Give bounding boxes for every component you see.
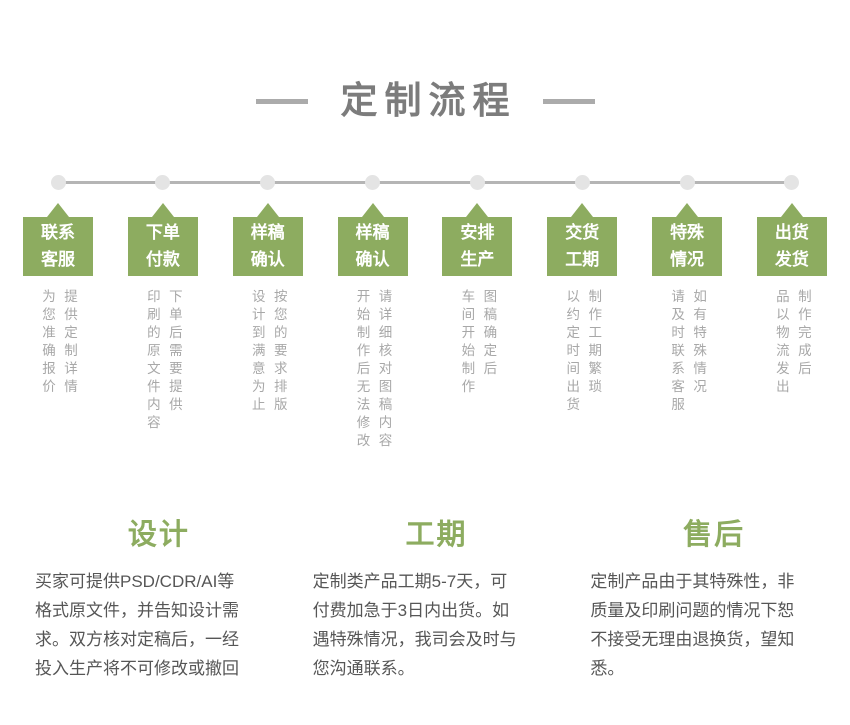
step-label: 安排 生产 <box>442 216 513 276</box>
info-leadtime-text: 定制类产品工期5-7天，可 付费加急于3日内出货。如 遇特殊情况，我司会及时与 … <box>312 571 517 679</box>
page-title: 定制流程 <box>340 80 517 121</box>
timeline-dot <box>469 174 485 190</box>
timeline-dot <box>365 174 381 190</box>
step-arrow-icon <box>361 202 384 217</box>
step-special-cases: 特殊 情况 如有特殊情况 请及时联系客服 <box>642 174 732 451</box>
step-delivery-schedule: 交货 工期 制作工期繁琐 以约定时间出货 <box>537 174 627 451</box>
timeline-steps: 联系 客服 提供定制详情 为您准确报价 下单 付款 下单后需要提供 印刷的原文件… <box>0 174 850 451</box>
info-leadtime-title: 工期 <box>405 518 468 551</box>
info-design: 设计 买家可提供PSD/CDR/AI等 格式原文件，并告知设计需 求。双方核对定… <box>35 505 283 684</box>
step-sample-confirm-1: 样稿 确认 按您的要求排版 设计到满意为止 <box>223 174 313 451</box>
step-label: 出货 发货 <box>756 216 827 276</box>
step-description: 如有特殊情况 请及时联系客服 <box>669 288 707 415</box>
step-shipping: 出货 发货 制作完成后 品以物流发出 <box>747 174 837 451</box>
info-design-title: 设计 <box>127 518 190 551</box>
timeline-dot <box>574 174 590 190</box>
info-aftersales-text: 定制产品由于其特殊性，非 质量及印刷问题的情况下恕 不接受无理由退换货，望知 悉… <box>590 571 795 679</box>
info-design-text: 买家可提供PSD/CDR/AI等 格式原文件，并告知设计需 求。双方核对定稿后，… <box>35 571 239 679</box>
step-description: 图稿确定后 车间开始制作 <box>459 288 497 397</box>
timeline-dot <box>155 174 171 190</box>
step-label: 交货 工期 <box>547 216 618 276</box>
step-label: 联系 客服 <box>23 216 93 276</box>
step-arrow-icon <box>47 202 69 217</box>
process-timeline: 联系 客服 提供定制详情 为您准确报价 下单 付款 下单后需要提供 印刷的原文件… <box>0 174 850 505</box>
step-label: 样稿 确认 <box>337 216 408 276</box>
step-arrow-icon <box>466 202 489 217</box>
timeline-dot <box>784 174 800 190</box>
step-contact-service: 联系 客服 提供定制详情 为您准确报价 <box>13 174 103 451</box>
section-title-row: 定制流程 <box>0 0 850 123</box>
step-place-order: 下单 付款 下单后需要提供 印刷的原文件内容 <box>118 174 208 451</box>
step-arrow-icon <box>256 202 279 217</box>
step-description: 制作完成后 品以物流发出 <box>773 288 811 397</box>
bottom-info-row: 设计 买家可提供PSD/CDR/AI等 格式原文件，并告知设计需 求。双方核对定… <box>0 505 850 684</box>
step-arrange-production: 安排 生产 图稿确定后 车间开始制作 <box>432 174 522 451</box>
step-sample-confirm-2: 样稿 确认 请详细核对图稿内容 开始制作后无法修改 <box>328 174 418 451</box>
timeline-dot <box>679 174 695 190</box>
step-description: 提供定制详情 为您准确报价 <box>40 288 77 397</box>
step-arrow-icon <box>676 202 699 217</box>
step-description: 下单后需要提供 印刷的原文件内容 <box>144 288 182 433</box>
timeline-track-line <box>58 180 792 184</box>
step-description: 制作工期繁琐 以约定时间出货 <box>564 288 602 415</box>
info-leadtime: 工期 定制类产品工期5-7天，可 付费加急于3日内出货。如 遇特殊情况，我司会及… <box>313 505 561 684</box>
info-aftersales-title: 售后 <box>683 518 746 551</box>
step-arrow-icon <box>151 202 174 217</box>
step-description: 请详细核对图稿内容 开始制作后无法修改 <box>354 288 392 451</box>
timeline-dot <box>260 174 276 190</box>
step-arrow-icon <box>571 202 594 217</box>
step-label: 特殊 情况 <box>652 216 723 276</box>
step-label: 下单 付款 <box>127 216 198 276</box>
step-arrow-icon <box>780 202 803 217</box>
title-right-dash <box>542 98 595 104</box>
title-left-dash <box>255 98 308 104</box>
info-aftersales: 售后 定制产品由于其特殊性，非 质量及印刷问题的情况下恕 不接受无理由退换货，望… <box>590 505 838 684</box>
step-description: 按您的要求排版 设计到满意为止 <box>249 288 287 415</box>
timeline-dot <box>50 174 66 190</box>
step-label: 样稿 确认 <box>232 216 303 276</box>
